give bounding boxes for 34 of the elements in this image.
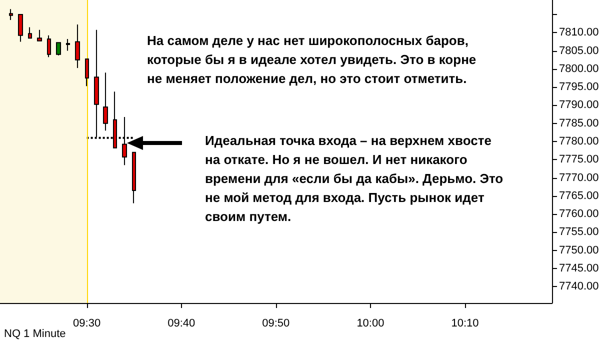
y-tick-label: 7780.00 bbox=[559, 136, 599, 148]
candlestick bbox=[66, 38, 70, 52]
candlestick bbox=[47, 34, 51, 58]
candlestick bbox=[75, 24, 80, 69]
candlestick bbox=[56, 42, 61, 56]
y-tick-label: 7775.00 bbox=[559, 154, 599, 166]
annotation: Идеальная точка входа – на верхнем хвосте на откате. Но я не вошел. И нет никакого времени для «если бы да кабы». Дерьмо. Это не мой метод для входа. Пусть рынок идет своим путем. bbox=[205, 132, 504, 226]
y-tick-label: 7745.00 bbox=[559, 262, 599, 275]
candlestick bbox=[103, 72, 108, 132]
y-tick-label: 7760.00 bbox=[559, 208, 599, 220]
y-tick-label: 7805.00 bbox=[559, 44, 599, 57]
y-tick-label: 7770.00 bbox=[559, 172, 599, 184]
text: NQ 1 Minute bbox=[4, 328, 67, 340]
y-tick-label: 7750.00 bbox=[559, 244, 599, 256]
y-tick-label: 7790.00 bbox=[559, 99, 599, 112]
candlestick bbox=[9, 8, 13, 20]
x-tick-label: 10:00 bbox=[356, 318, 384, 330]
y-tick-label: 7755.00 bbox=[559, 226, 599, 238]
y-tick-label: 7800.00 bbox=[559, 62, 599, 75]
candlestick bbox=[37, 29, 42, 42]
candlestick bbox=[85, 58, 89, 87]
x-tick-label: 10:10 bbox=[451, 318, 479, 330]
y-tick-label: 7765.00 bbox=[559, 190, 599, 202]
candlestick bbox=[132, 152, 136, 204]
annotation: На самом деле у нас нет широкополосных баров, которые бы я в идеале хотел увидеть. Это в корне не меняет положение дел, но это стоит отметить. bbox=[147, 32, 477, 88]
x-tick-label: 09:30 bbox=[73, 318, 101, 330]
y-tick-label: 7795.00 bbox=[559, 81, 599, 94]
y-tick-label: 7810.00 bbox=[559, 26, 599, 39]
x-tick-label: 09:40 bbox=[168, 318, 196, 330]
x-tick-label: 09:50 bbox=[262, 318, 290, 330]
y-tick-label: 7785.00 bbox=[559, 117, 599, 130]
y-tick-label: 7740.00 bbox=[559, 280, 599, 293]
candlestick bbox=[18, 14, 23, 42]
candlestick bbox=[28, 26, 32, 39]
